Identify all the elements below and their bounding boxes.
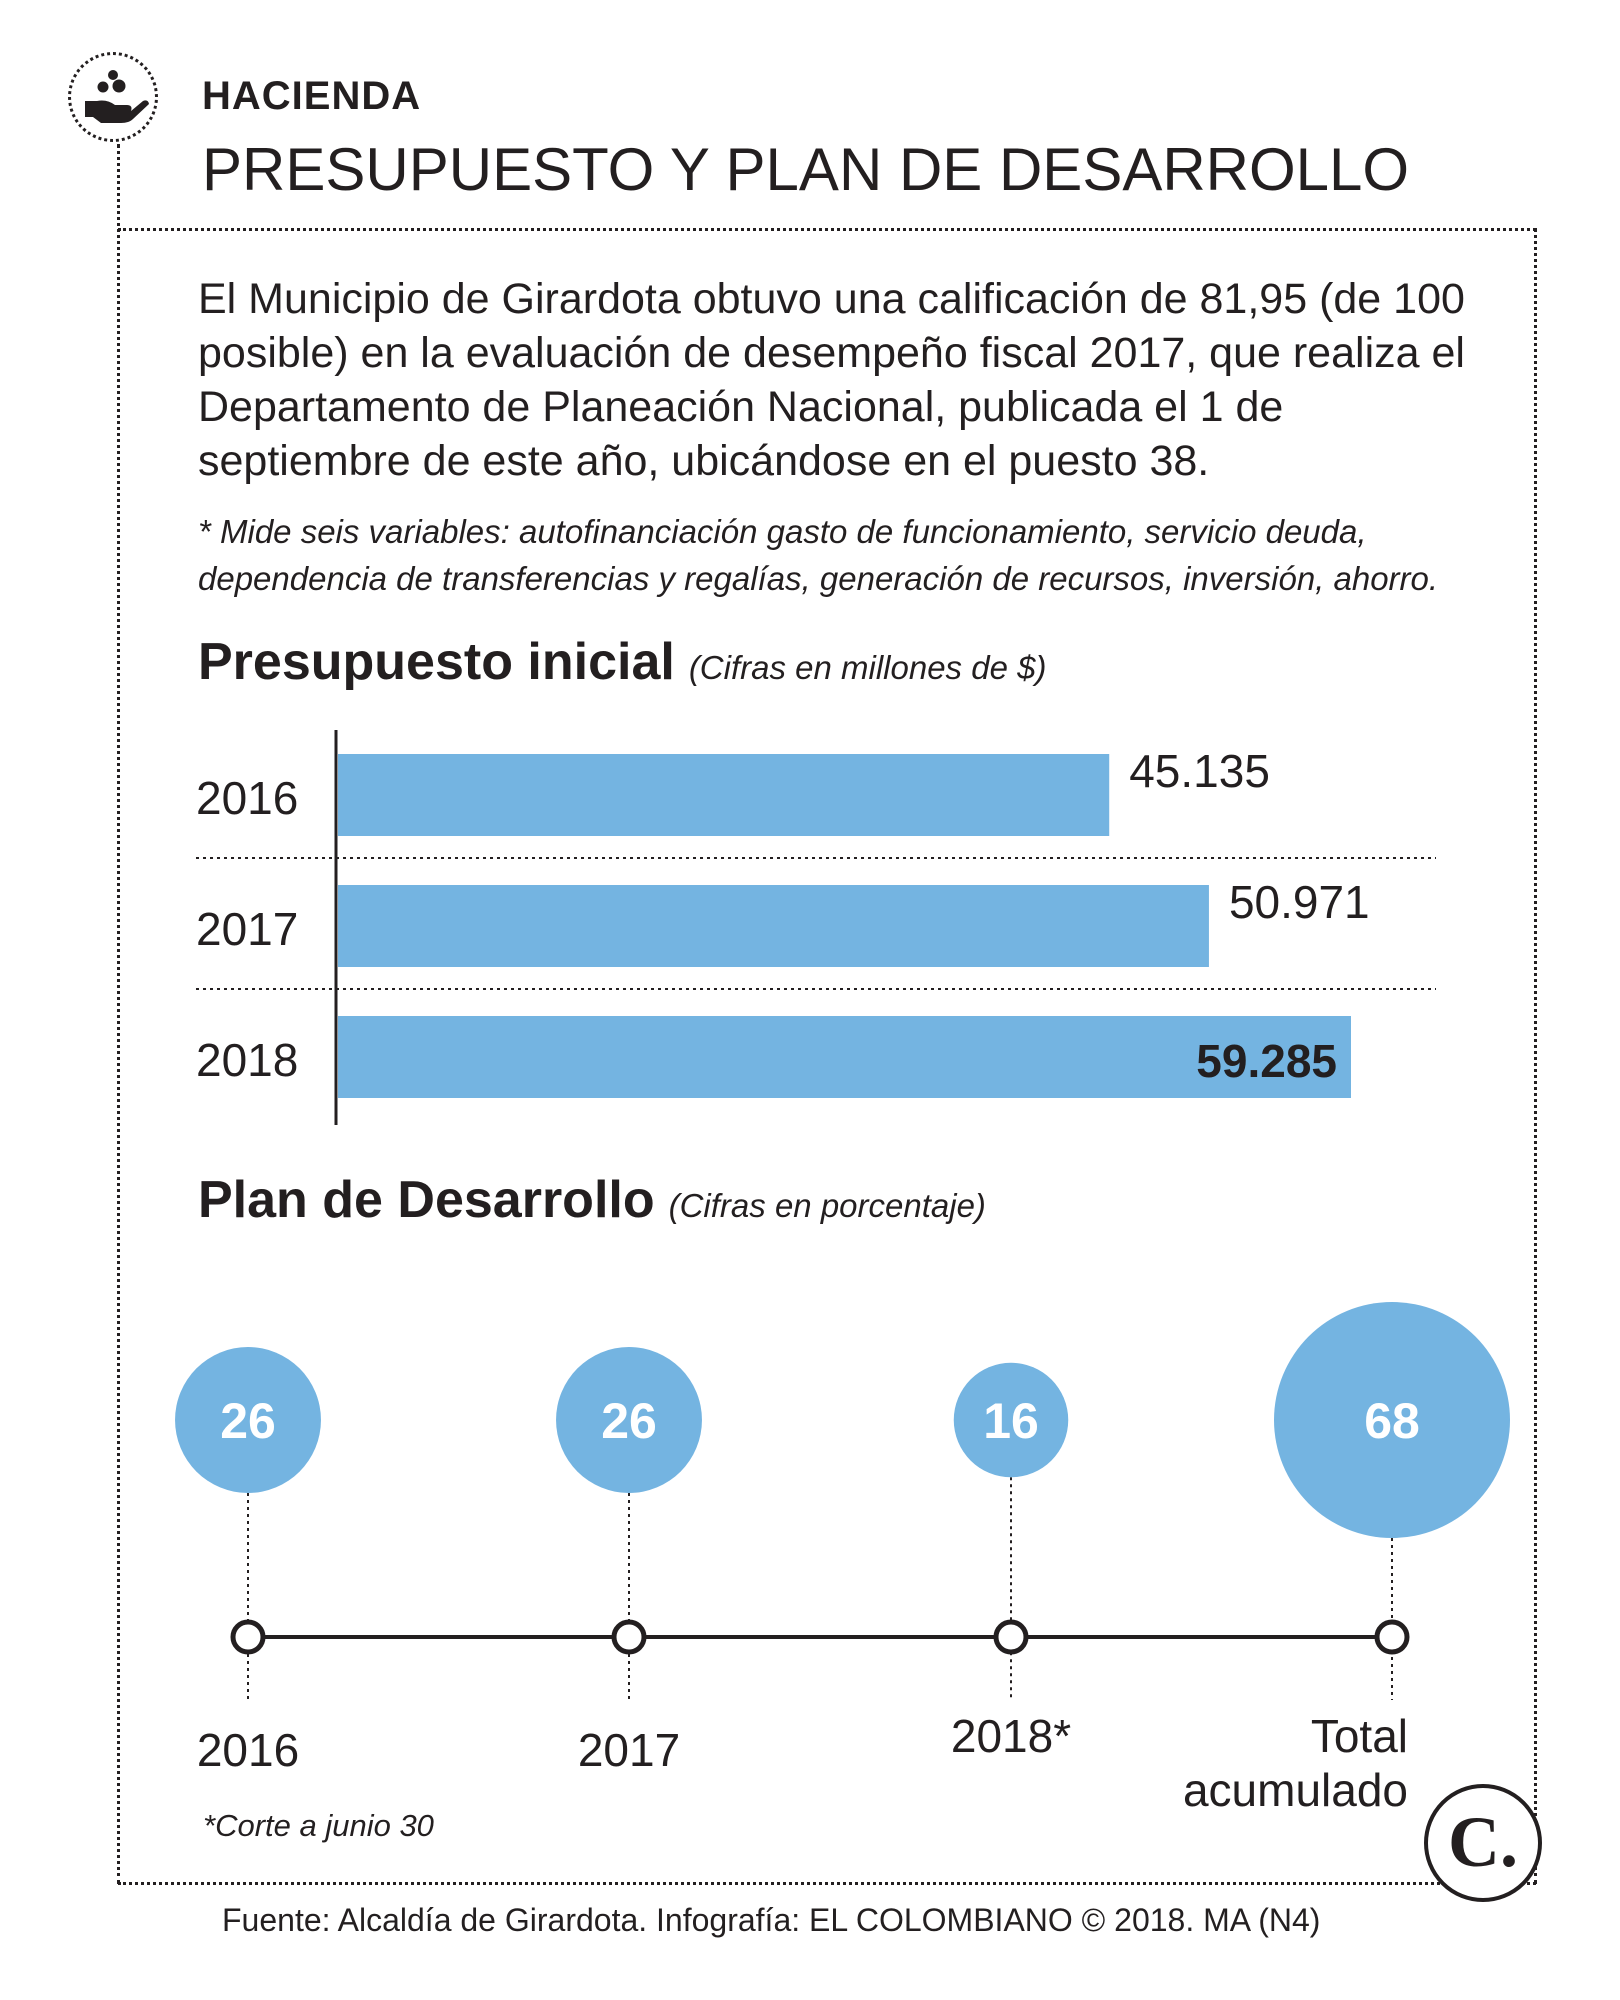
section-label: HACIENDA (202, 74, 422, 118)
frame-border-top (118, 228, 1536, 231)
bar-category-label: 2016 (196, 772, 298, 824)
bubble (953, 1362, 1069, 1478)
bubble (556, 1347, 702, 1493)
bubble-chart-subtitle: (Cifras en porcentaje) (668, 1187, 986, 1224)
bubble (1274, 1302, 1510, 1538)
bar (338, 1016, 1351, 1098)
intro-paragraph: El Municipio de Girardota obtuvo una cal… (198, 275, 1465, 485)
hand-coins-icon (68, 52, 158, 142)
timeline-marker (1374, 1619, 1410, 1655)
bubble-value-label: 26 (601, 1393, 657, 1449)
bar-value-label: 59.285 (1196, 1035, 1337, 1087)
frame-border-right (1534, 228, 1537, 1884)
timeline-marker (611, 1619, 647, 1655)
bar-category-label: 2017 (196, 903, 298, 955)
bar-category-label: 2018 (196, 1034, 298, 1086)
timeline-marker (230, 1619, 266, 1655)
bar (338, 754, 1110, 836)
bubble-value-label: 68 (1364, 1393, 1420, 1449)
timeline-category-label: 2017 (578, 1724, 680, 1776)
frame-border-left (117, 144, 120, 1884)
bubble-value-label: 26 (220, 1393, 276, 1449)
timeline-category-label: Total acumulado (1183, 1710, 1408, 1816)
page-title: PRESUPUESTO Y PLAN DE DESARROLLO (202, 136, 1410, 203)
timeline-category-label: 2018* (951, 1710, 1071, 1762)
bar (338, 885, 1209, 967)
bubble-chart-heading: Plan de Desarrollo (Cifras en porcentaje) (198, 1170, 986, 1230)
frame-border-bottom (118, 1882, 1536, 1885)
bubble-chart-title: Plan de Desarrollo (198, 1171, 655, 1229)
footnote: *Corte a junio 30 (203, 1808, 434, 1843)
bar-value-label: 50.971 (1229, 876, 1370, 928)
source-credit: Fuente: Alcaldía de Girardota. Infografí… (222, 1902, 1321, 1938)
bubble (175, 1347, 321, 1493)
timeline-category-label: 2016 (197, 1724, 299, 1776)
bar-chart-title: Presupuesto inicial (198, 633, 675, 691)
bar-chart-heading: Presupuesto inicial (Cifras en millones d… (198, 632, 1046, 692)
bar-value-label: 45.135 (1129, 745, 1270, 797)
intro-note: * Mide seis variables: autofinanciación … (198, 513, 1439, 597)
bubble-value-label: 16 (983, 1393, 1039, 1449)
timeline-marker (993, 1619, 1029, 1655)
bar-chart-subtitle: (Cifras en millones de $) (688, 649, 1047, 686)
el-colombiano-logo: C. (1424, 1784, 1542, 1902)
